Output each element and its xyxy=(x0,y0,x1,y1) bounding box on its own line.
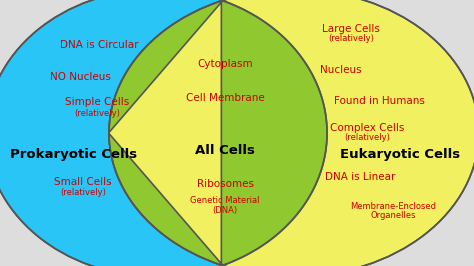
Text: Found in Humans: Found in Humans xyxy=(334,96,425,106)
Text: Nucleus: Nucleus xyxy=(320,65,362,76)
Text: Membrane-Enclosed: Membrane-Enclosed xyxy=(350,202,437,211)
Text: Genetic Material: Genetic Material xyxy=(191,196,260,205)
Polygon shape xyxy=(109,1,327,265)
Text: Large Cells: Large Cells xyxy=(322,24,380,34)
Text: Simple Cells: Simple Cells xyxy=(65,97,129,107)
Text: Complex Cells: Complex Cells xyxy=(330,123,404,133)
Text: Small Cells: Small Cells xyxy=(54,177,112,187)
Text: (relatively): (relatively) xyxy=(74,109,120,118)
Text: DNA is Circular: DNA is Circular xyxy=(60,40,139,50)
Text: (relatively): (relatively) xyxy=(60,188,106,197)
Ellipse shape xyxy=(109,0,474,266)
Text: Prokaryotic Cells: Prokaryotic Cells xyxy=(10,148,137,161)
Text: (relatively): (relatively) xyxy=(328,34,374,43)
Text: Cytoplasm: Cytoplasm xyxy=(197,59,253,69)
Text: Eukaryotic Cells: Eukaryotic Cells xyxy=(340,148,461,161)
Text: Organelles: Organelles xyxy=(371,211,416,220)
Ellipse shape xyxy=(0,0,327,266)
Text: NO Nucleus: NO Nucleus xyxy=(50,72,111,82)
Text: DNA is Linear: DNA is Linear xyxy=(325,172,395,182)
Text: Cell Membrane: Cell Membrane xyxy=(186,93,264,103)
Text: All Cells: All Cells xyxy=(195,144,255,157)
Text: Ribosomes: Ribosomes xyxy=(197,178,254,189)
Text: (DNA): (DNA) xyxy=(212,206,238,215)
Text: (relatively): (relatively) xyxy=(345,133,390,142)
